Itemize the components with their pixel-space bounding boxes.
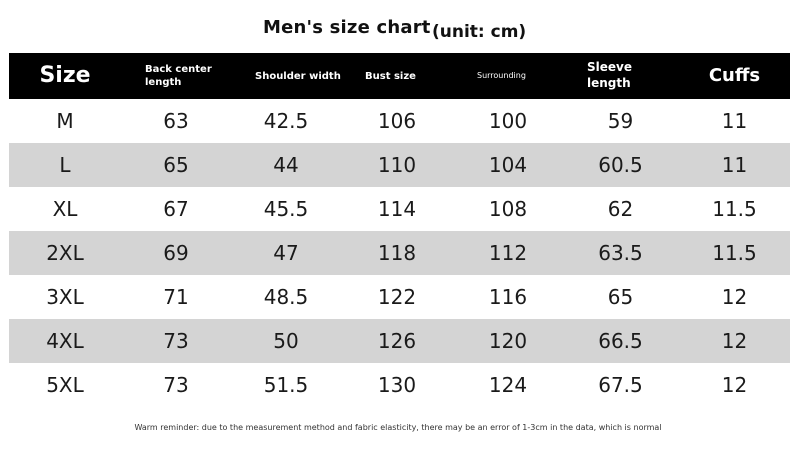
table-row: 3XL 71 48.5 122 116 65 12 (9, 275, 790, 319)
cell-back-center-length: 73 (163, 329, 189, 353)
cell-back-center-length: 63 (163, 109, 189, 133)
header-cuffs: Cuffs (708, 65, 761, 87)
table-row: M 63 42.5 106 100 59 11 (9, 99, 790, 143)
cell-shoulder-width: 44 (273, 153, 299, 177)
size-table: Size Back center length Shoulder width B… (9, 53, 790, 407)
table-row: 5XL 73 51.5 130 124 67.5 12 (9, 363, 790, 407)
cell-surrounding: 116 (488, 285, 528, 309)
cell-size: 5XL (46, 373, 84, 397)
header-shoulder-width: Shoulder width (255, 70, 341, 82)
cell-sleeve-length: 59 (607, 109, 634, 133)
cell-shoulder-width: 45.5 (263, 197, 309, 221)
table-row: L 65 44 110 104 60.5 11 (9, 143, 790, 187)
cell-size: XL (52, 197, 78, 221)
table-row: 2XL 69 47 118 112 63.5 11.5 (9, 231, 790, 275)
cell-cuffs: 11.5 (712, 197, 757, 221)
cell-surrounding: 100 (488, 109, 528, 133)
cell-size: 4XL (46, 329, 84, 353)
footnote: Warm reminder: due to the measurement me… (134, 423, 662, 432)
cell-cuffs: 12 (721, 285, 748, 309)
cell-cuffs: 12 (721, 373, 748, 397)
cell-surrounding: 108 (488, 197, 528, 221)
cell-sleeve-length: 66.5 (598, 329, 643, 353)
cell-back-center-length: 73 (163, 373, 189, 397)
cell-surrounding: 112 (488, 241, 528, 265)
cell-sleeve-length: 62 (607, 197, 634, 221)
cell-shoulder-width: 47 (273, 241, 299, 265)
cell-shoulder-width: 50 (273, 329, 299, 353)
cell-bust-size: 118 (377, 241, 417, 265)
cell-surrounding: 124 (488, 373, 528, 397)
cell-cuffs: 11.5 (712, 241, 757, 265)
header-back-center-length: Back center length (145, 64, 212, 88)
cell-size: 2XL (46, 241, 84, 265)
cell-size: 3XL (46, 285, 84, 309)
cell-bust-size: 122 (377, 285, 417, 309)
header-surrounding: Surrounding (477, 70, 526, 80)
cell-cuffs: 11 (721, 109, 748, 133)
cell-sleeve-length: 67.5 (598, 373, 643, 397)
table-row: 4XL 73 50 126 120 66.5 12 (9, 319, 790, 363)
cell-back-center-length: 65 (163, 153, 189, 177)
unit-label: (unit: cm) (432, 22, 527, 42)
cell-size: M (56, 109, 74, 133)
cell-back-center-length: 71 (163, 285, 189, 309)
chart-title: Men's size chart (263, 17, 431, 38)
cell-back-center-length: 69 (163, 241, 189, 265)
cell-cuffs: 12 (721, 329, 748, 353)
cell-bust-size: 130 (377, 373, 417, 397)
cell-bust-size: 126 (377, 329, 417, 353)
cell-size: L (59, 153, 71, 177)
cell-sleeve-length: 63.5 (598, 241, 643, 265)
cell-shoulder-width: 51.5 (263, 373, 309, 397)
header-sleeve-length: Sleeve length (587, 60, 632, 90)
table-row: XL 67 45.5 114 108 62 11.5 (9, 187, 790, 231)
title-row: Men's size chart (unit: cm) (0, 14, 790, 50)
cell-surrounding: 104 (488, 153, 528, 177)
cell-bust-size: 106 (377, 109, 417, 133)
header-size: Size (39, 62, 91, 88)
table-header-row: Size Back center length Shoulder width B… (9, 53, 790, 99)
cell-sleeve-length: 60.5 (598, 153, 643, 177)
cell-sleeve-length: 65 (607, 285, 634, 309)
cell-shoulder-width: 42.5 (263, 109, 309, 133)
cell-bust-size: 114 (377, 197, 417, 221)
header-bust-size: Bust size (365, 70, 416, 82)
cell-shoulder-width: 48.5 (263, 285, 309, 309)
cell-surrounding: 120 (488, 329, 528, 353)
cell-back-center-length: 67 (163, 197, 189, 221)
cell-bust-size: 110 (377, 153, 417, 177)
cell-cuffs: 11 (721, 153, 748, 177)
